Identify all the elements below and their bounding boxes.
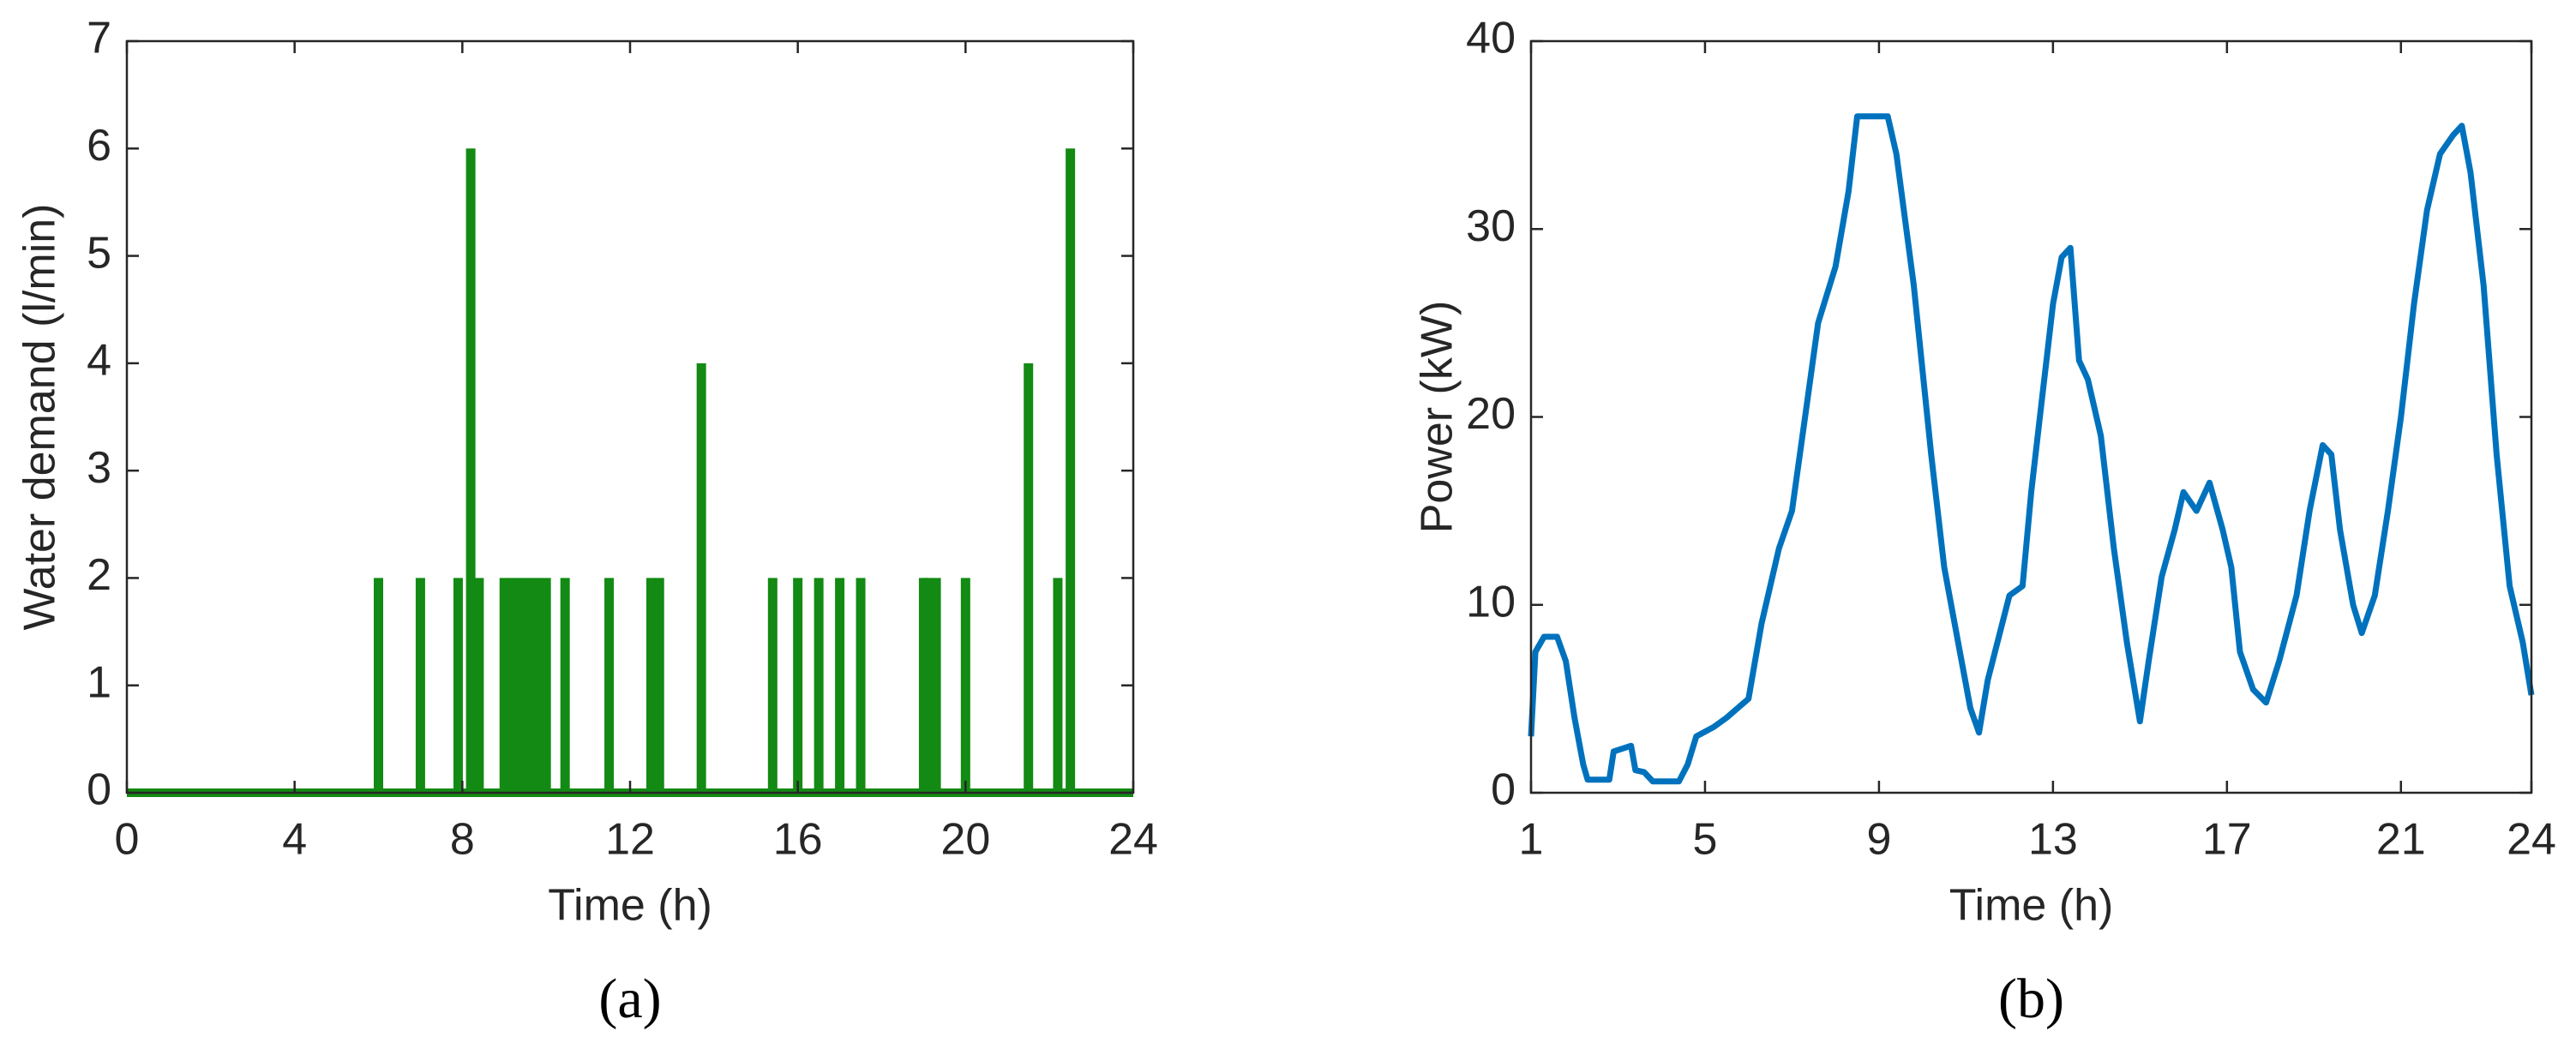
x-tick-label: 0 xyxy=(115,815,140,865)
power-line xyxy=(1528,113,2535,785)
x-tick-label: 1 xyxy=(1519,815,1544,865)
x-tick-label: 5 xyxy=(1692,815,1717,865)
axes-box xyxy=(125,39,1135,794)
axes-box xyxy=(1529,39,2533,794)
x-tick-label: 21 xyxy=(2376,815,2426,865)
caption: (a) xyxy=(598,968,661,1030)
x-tick-label: 9 xyxy=(1866,815,1891,865)
x-tick-label: 12 xyxy=(605,815,655,865)
chart: 1 5 9 13 17 21 24 0 10 20 30 40 Time (h) Power (kW) (b… xyxy=(1413,14,2556,1030)
x-axis-label: Time (h) xyxy=(548,881,712,931)
y-tick-label: 10 xyxy=(1466,577,1516,626)
y-tick-label: 3 xyxy=(87,443,111,493)
y-tick-label: 20 xyxy=(1466,389,1516,439)
x-tick-label: 4 xyxy=(282,815,307,865)
y-tick-label: 0 xyxy=(1491,765,1516,815)
x-tick-label: 17 xyxy=(2202,815,2252,865)
x-tick-label: 8 xyxy=(450,815,475,865)
y-tick-label: 1 xyxy=(87,657,111,707)
x-axis-label: Time (h) xyxy=(1949,881,2114,931)
y-tick-label: 7 xyxy=(87,14,111,63)
x-tick-label: 16 xyxy=(773,815,823,865)
y-axis-label: Water demand (l/min) xyxy=(15,204,65,631)
caption: (b) xyxy=(1998,968,2064,1030)
x-tick-label: 24 xyxy=(1108,815,1158,865)
y-tick-label: 0 xyxy=(87,765,111,815)
y-tick-label: 40 xyxy=(1466,14,1516,63)
x-tick-label: 24 xyxy=(2507,815,2556,865)
x-tick-label: 20 xyxy=(940,815,990,865)
y-tick-label: 5 xyxy=(87,228,111,278)
x-tick-label: 13 xyxy=(2028,815,2078,865)
y-tick-label: 30 xyxy=(1466,201,1516,251)
y-axis-label: Power (kW) xyxy=(1413,301,1462,534)
y-tick-label: 2 xyxy=(87,550,111,600)
y-tick-label: 6 xyxy=(87,121,111,171)
y-tick-label: 4 xyxy=(87,336,111,386)
